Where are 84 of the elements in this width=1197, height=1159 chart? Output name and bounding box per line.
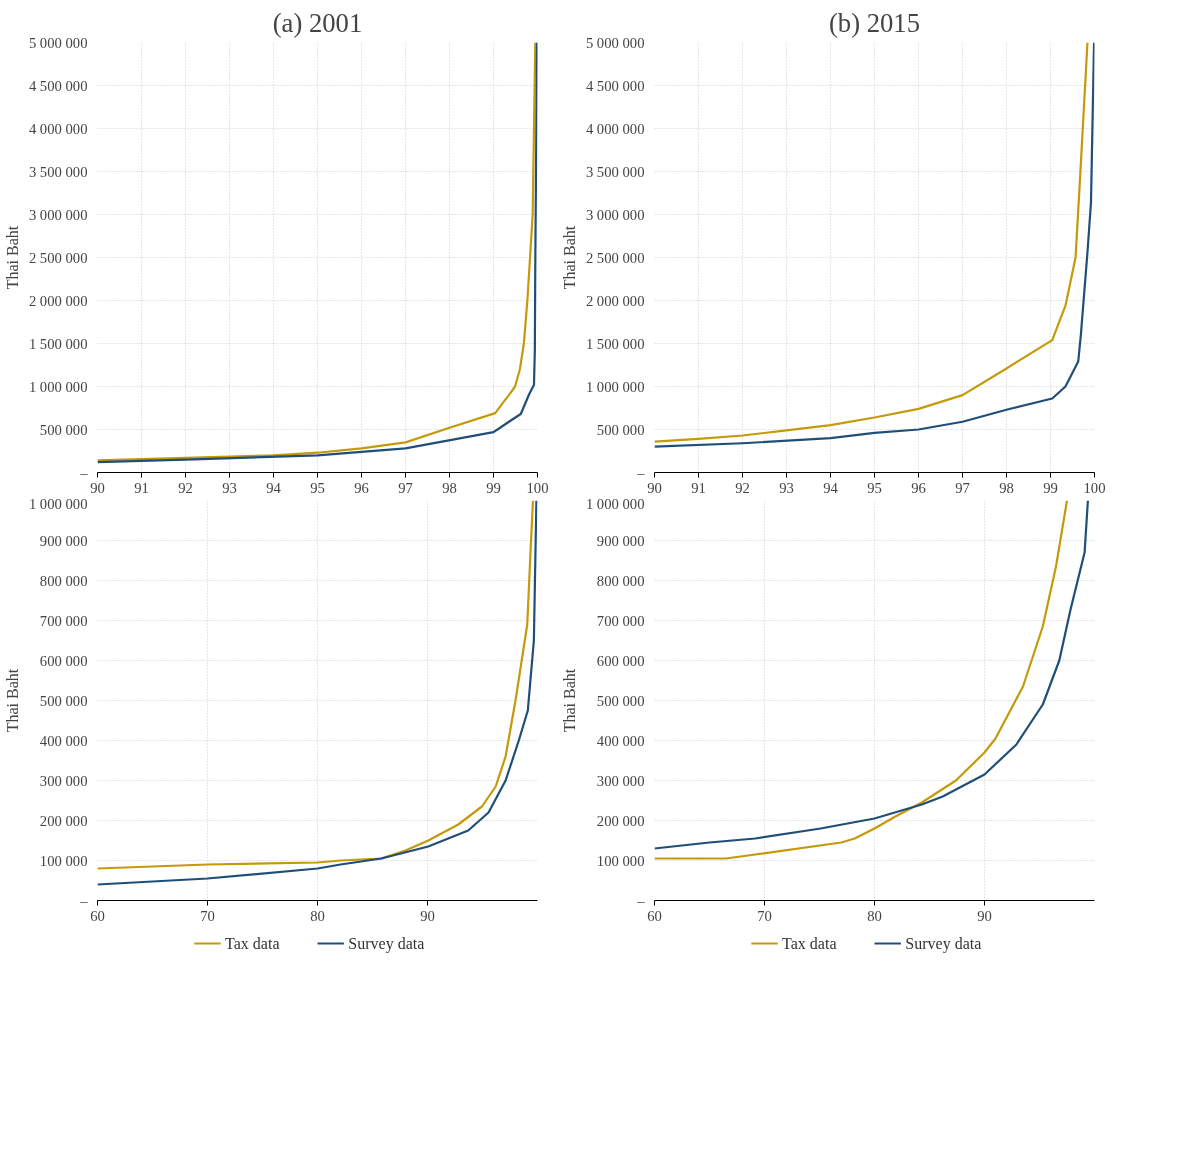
x-tick-label: 60	[90, 907, 105, 924]
y-tick-label: 3 000 000	[28, 206, 88, 223]
x-tick-label: 95	[310, 479, 325, 496]
y-tick-label: 4 500 000	[585, 77, 645, 94]
x-tick-label: 90	[647, 479, 662, 496]
y-tick-label: 1 500 000	[28, 335, 88, 352]
y-tick-label: 2 000 000	[28, 292, 88, 309]
x-tick-label: 70	[757, 907, 772, 924]
y-tick-label: 700 000	[39, 612, 88, 629]
y-tick-label: 2 500 000	[28, 249, 88, 266]
x-tick-label: 91	[134, 479, 149, 496]
y-tick-label: 500 000	[39, 421, 88, 438]
chart-title: (b) 2015	[828, 7, 921, 38]
y-tick-label: 3 500 000	[585, 163, 645, 180]
y-tick-label: 1 000 000	[28, 378, 88, 395]
y-tick-label: 300 000	[596, 772, 645, 789]
y-tick-label: 500 000	[39, 692, 88, 709]
y-tick-label: 4 500 000	[28, 77, 88, 94]
y-tick-label: –	[636, 892, 646, 909]
x-tick-label: 92	[735, 479, 750, 496]
y-tick-label: 200 000	[39, 812, 88, 829]
x-tick-label: 97	[398, 479, 413, 496]
legend-label: Tax data	[225, 935, 280, 952]
x-tick-label: 60	[647, 907, 662, 924]
y-axis-title: Thai Baht	[3, 668, 21, 733]
y-tick-label: 400 000	[596, 732, 645, 749]
y-tick-label: –	[79, 464, 89, 481]
y-tick-label: –	[79, 892, 89, 909]
x-tick-label: 93	[222, 479, 237, 496]
x-tick-label: 80	[867, 907, 882, 924]
y-tick-label: 5 000 000	[585, 34, 645, 51]
legend-label: Survey data	[348, 935, 425, 953]
x-tick-label: 100	[1083, 479, 1106, 496]
x-tick-label: 94	[823, 479, 839, 496]
y-tick-label: 1 000 000	[28, 495, 88, 512]
x-tick-label: 98	[999, 479, 1014, 496]
y-tick-label: 700 000	[596, 612, 645, 629]
chart-title: (a) 2001	[272, 7, 363, 38]
x-tick-label: 90	[977, 907, 992, 924]
x-tick-label: 96	[911, 479, 926, 496]
x-tick-label: 95	[867, 479, 882, 496]
x-tick-label: 97	[955, 479, 970, 496]
y-tick-label: 3 000 000	[585, 206, 645, 223]
x-tick-label: 100	[526, 479, 549, 496]
x-tick-label: 92	[178, 479, 193, 496]
y-tick-label: 600 000	[596, 652, 645, 669]
legend-label: Survey data	[905, 935, 982, 953]
x-tick-label: 99	[486, 479, 501, 496]
x-tick-label: 70	[200, 907, 215, 924]
y-tick-label: 900 000	[596, 532, 645, 549]
y-tick-label: 300 000	[39, 772, 88, 789]
y-tick-label: 100 000	[39, 852, 88, 869]
legend-label: Tax data	[782, 935, 837, 952]
y-tick-label: 2 500 000	[585, 249, 645, 266]
x-tick-label: 90	[420, 907, 435, 924]
y-tick-label: 200 000	[596, 812, 645, 829]
y-axis-title: Thai Baht	[560, 668, 578, 733]
y-tick-label: 800 000	[39, 572, 88, 589]
y-tick-label: 5 000 000	[28, 34, 88, 51]
y-tick-label: 800 000	[596, 572, 645, 589]
y-tick-label: 1 500 000	[585, 335, 645, 352]
y-axis-title: Thai Baht	[560, 225, 578, 290]
x-tick-label: 99	[1043, 479, 1058, 496]
x-tick-label: 93	[779, 479, 794, 496]
x-tick-label: 98	[442, 479, 457, 496]
x-tick-label: 91	[691, 479, 706, 496]
y-tick-label: 4 000 000	[28, 120, 88, 137]
x-tick-label: 80	[310, 907, 325, 924]
y-axis-title: Thai Baht	[3, 225, 21, 290]
y-tick-label: 4 000 000	[585, 120, 645, 137]
y-tick-label: 500 000	[596, 692, 645, 709]
y-tick-label: 500 000	[596, 421, 645, 438]
y-tick-label: 1 000 000	[585, 495, 645, 512]
x-tick-label: 94	[266, 479, 282, 496]
y-tick-label: 100 000	[596, 852, 645, 869]
y-tick-label: 1 000 000	[585, 378, 645, 395]
y-tick-label: –	[636, 464, 646, 481]
y-tick-label: 3 500 000	[28, 163, 88, 180]
y-tick-label: 900 000	[39, 532, 88, 549]
y-tick-label: 2 000 000	[585, 292, 645, 309]
y-tick-label: 400 000	[39, 732, 88, 749]
x-tick-label: 96	[354, 479, 369, 496]
y-tick-label: 600 000	[39, 652, 88, 669]
x-tick-label: 90	[90, 479, 105, 496]
